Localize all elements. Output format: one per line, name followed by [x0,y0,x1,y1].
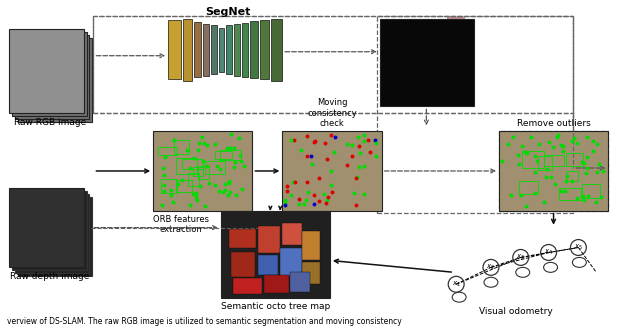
Bar [388,41,410,79]
Bar [174,140,189,154]
Bar [12,32,86,116]
Bar [14,227,74,257]
Text: $x_1$: $x_1$ [452,280,461,289]
Text: Remove outliers: Remove outliers [516,119,591,128]
Bar [260,20,269,79]
Bar [302,230,320,260]
Bar [250,22,259,78]
Text: SegNet: SegNet [205,7,250,17]
Bar [176,180,192,192]
Text: $x_4$: $x_4$ [544,248,553,257]
Bar [259,255,278,275]
Bar [176,158,197,174]
Bar [219,28,223,72]
Bar [499,131,608,211]
Bar [182,159,203,169]
Bar [429,88,451,100]
Bar [241,23,248,77]
Text: $x_2$: $x_2$ [486,263,495,272]
Bar [14,33,34,110]
Bar [228,228,257,249]
Bar [193,167,203,176]
Bar [566,153,583,166]
Bar [501,133,606,209]
Bar [198,166,209,179]
Bar [205,161,225,174]
Text: Raw depth image: Raw depth image [10,272,90,281]
Bar [264,275,289,293]
Bar [234,24,239,76]
Bar [566,171,579,181]
Bar [290,272,310,292]
Bar [538,156,552,170]
Bar [18,38,92,122]
Bar [230,252,255,277]
Bar [417,73,435,86]
Bar [9,29,84,113]
Bar [519,181,538,194]
Text: Visual odometry: Visual odometry [479,307,553,316]
Bar [18,197,92,276]
Bar [220,150,241,160]
Text: Moving
consistency
check: Moving consistency check [307,98,357,128]
Text: ORB features
extraction: ORB features extraction [153,215,209,234]
Bar [11,190,81,265]
Bar [15,35,90,119]
Ellipse shape [421,27,441,39]
Bar [559,188,581,200]
Bar [214,151,232,159]
Bar [155,133,250,169]
Text: Raw RGB image: Raw RGB image [13,118,86,127]
Bar [161,179,177,193]
Bar [543,155,564,166]
Bar [201,169,248,209]
Bar [194,22,201,78]
Bar [380,19,474,107]
Bar [9,188,84,267]
Bar [282,223,302,245]
Bar [522,151,543,168]
Bar [499,131,608,211]
Bar [226,25,232,74]
Bar [15,194,90,273]
Bar [153,131,252,211]
Ellipse shape [388,33,406,45]
Bar [188,173,199,186]
Bar [93,16,573,113]
Bar [388,84,406,93]
Bar [259,226,280,253]
Bar [284,133,379,209]
Circle shape [424,97,430,103]
Bar [19,213,68,238]
Bar [302,262,320,284]
Text: $x_3$: $x_3$ [516,253,525,262]
Text: verview of DS-SLAM. The raw RGB image is utilized to semantic segmentation and m: verview of DS-SLAM. The raw RGB image is… [7,317,402,326]
Bar [232,278,262,294]
Bar [168,20,181,79]
Bar [271,19,282,81]
Bar [280,249,302,276]
Bar [11,31,81,111]
Text: Semantic octo tree map: Semantic octo tree map [221,302,330,311]
Bar [158,147,177,155]
Bar [282,131,381,211]
Bar [377,16,573,213]
Bar [155,169,200,209]
Bar [44,33,79,110]
Bar [447,17,465,39]
Bar [183,19,192,81]
Bar [419,35,445,81]
Text: $x_5$: $x_5$ [574,243,583,252]
Bar [221,211,330,298]
Bar [582,184,600,198]
Bar [203,24,209,76]
Bar [211,25,217,74]
Bar [12,191,86,270]
